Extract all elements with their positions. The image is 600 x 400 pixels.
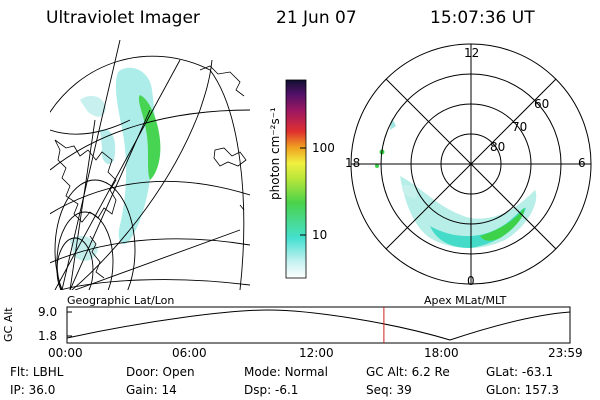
altitude-strip <box>66 306 571 344</box>
aurora-geographic <box>70 67 161 261</box>
status-dsp: Dsp: -6.1 <box>244 383 299 397</box>
colorbar-unit-label: photon cm⁻²s⁻¹ <box>268 107 282 200</box>
apex-caption: Apex MLat/MLT <box>424 294 507 307</box>
time-tick-0600: 06:00 <box>172 346 207 360</box>
status-ip: IP: 36.0 <box>10 383 56 397</box>
status-seq: Seq: 39 <box>366 383 412 397</box>
status-glon: GLon: 157.3 <box>486 383 559 397</box>
colorbar <box>285 79 307 279</box>
time-tick-1800: 18:00 <box>424 346 459 360</box>
colorbar-tick-10: 10 <box>312 228 328 242</box>
status-gain: Gain: 14 <box>126 383 177 397</box>
geographic-map <box>50 40 250 290</box>
mlt-label-12: 12 <box>464 46 480 60</box>
status-mode: Mode: Normal <box>244 365 328 379</box>
time-tick-0000: 00:00 <box>48 346 83 360</box>
mlt-label-6: 6 <box>578 156 586 170</box>
mlat-label-70: 70 <box>512 120 528 134</box>
geographic-caption: Geographic Lat/Lon <box>67 294 175 307</box>
aurora-polar <box>375 118 537 249</box>
status-glat: GLat: -63.1 <box>486 365 553 379</box>
status-door: Door: Open <box>126 365 195 379</box>
altitude-tick-1-8: 1.8 <box>38 329 58 343</box>
mlt-label-0: 0 <box>467 274 475 288</box>
header-date: 21 Jun 07 <box>276 8 357 28</box>
colorbar-tick-100: 100 <box>312 141 335 155</box>
app-title: Ultraviolet Imager <box>46 8 200 28</box>
altitude-axis-title: GC Alt <box>2 307 15 342</box>
time-tick-1200: 12:00 <box>299 346 334 360</box>
mlt-label-18: 18 <box>345 156 361 170</box>
header-time: 15:07:36 UT <box>430 8 535 28</box>
altitude-tick-9: 9.0 <box>38 305 58 319</box>
mlat-label-60: 60 <box>534 97 550 111</box>
status-gc-alt: GC Alt: 6.2 Re <box>366 365 450 379</box>
status-filter: Flt: LBHL <box>10 365 64 379</box>
mlat-label-80: 80 <box>490 140 506 154</box>
polar-plot <box>350 43 592 285</box>
time-tick-2359: 23:59 <box>548 346 583 360</box>
